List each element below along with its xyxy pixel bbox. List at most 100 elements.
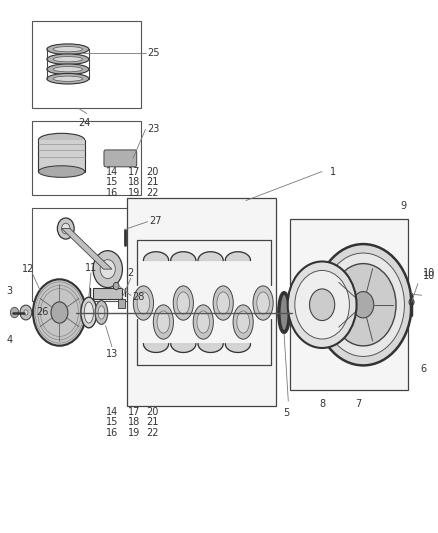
Text: 22: 22 xyxy=(146,188,159,198)
Circle shape xyxy=(24,310,28,315)
Text: 16: 16 xyxy=(106,188,118,198)
Ellipse shape xyxy=(173,286,194,320)
Bar xyxy=(39,140,85,172)
Ellipse shape xyxy=(257,292,269,314)
Text: 18: 18 xyxy=(128,417,140,427)
Text: 16: 16 xyxy=(106,427,118,438)
Polygon shape xyxy=(225,344,251,352)
Ellipse shape xyxy=(279,293,290,332)
Ellipse shape xyxy=(137,292,150,314)
Bar xyxy=(32,122,141,195)
Bar xyxy=(118,299,124,308)
Bar xyxy=(32,208,141,301)
Polygon shape xyxy=(143,344,169,352)
Circle shape xyxy=(295,270,350,339)
Polygon shape xyxy=(171,252,196,261)
Text: 24: 24 xyxy=(78,118,91,128)
Ellipse shape xyxy=(39,133,85,147)
FancyBboxPatch shape xyxy=(104,150,137,167)
Text: 3: 3 xyxy=(6,286,12,296)
Text: 12: 12 xyxy=(22,264,34,274)
Text: 8: 8 xyxy=(319,399,325,409)
Text: 14: 14 xyxy=(106,407,118,417)
Ellipse shape xyxy=(153,305,173,339)
Text: 21: 21 xyxy=(146,417,159,427)
Ellipse shape xyxy=(193,305,213,339)
Text: 26: 26 xyxy=(36,308,49,317)
Ellipse shape xyxy=(197,311,209,333)
Ellipse shape xyxy=(213,286,233,320)
Circle shape xyxy=(310,289,335,320)
Circle shape xyxy=(51,302,68,323)
Ellipse shape xyxy=(133,286,153,320)
Text: 25: 25 xyxy=(148,48,160,58)
Text: 9: 9 xyxy=(400,201,406,211)
Text: 2: 2 xyxy=(128,268,134,278)
Text: 1: 1 xyxy=(330,166,336,176)
Ellipse shape xyxy=(47,54,89,64)
Circle shape xyxy=(331,264,396,346)
Polygon shape xyxy=(198,344,223,352)
Circle shape xyxy=(113,282,119,290)
Circle shape xyxy=(100,260,115,279)
Ellipse shape xyxy=(253,286,273,320)
Text: 4: 4 xyxy=(7,335,13,345)
Text: 6: 6 xyxy=(420,365,427,374)
Ellipse shape xyxy=(233,305,253,339)
Polygon shape xyxy=(198,252,223,261)
Ellipse shape xyxy=(217,292,230,314)
Circle shape xyxy=(288,262,357,348)
Text: 18: 18 xyxy=(128,177,140,187)
Ellipse shape xyxy=(53,76,82,82)
Text: 27: 27 xyxy=(149,216,161,225)
Text: 5: 5 xyxy=(283,408,290,417)
Circle shape xyxy=(62,223,70,234)
Text: 28: 28 xyxy=(132,292,145,302)
Ellipse shape xyxy=(177,292,190,314)
Text: 21: 21 xyxy=(146,177,159,187)
Ellipse shape xyxy=(157,311,170,333)
Ellipse shape xyxy=(53,56,82,62)
Polygon shape xyxy=(62,229,112,269)
Text: 11: 11 xyxy=(85,263,97,273)
Bar xyxy=(290,219,408,391)
Text: 14: 14 xyxy=(106,166,118,176)
Circle shape xyxy=(315,244,412,366)
Text: 10: 10 xyxy=(423,268,435,278)
Ellipse shape xyxy=(47,44,89,54)
Text: 17: 17 xyxy=(128,407,140,417)
Text: 15: 15 xyxy=(106,417,118,427)
Text: 13: 13 xyxy=(106,349,118,359)
Ellipse shape xyxy=(53,46,82,52)
Text: 19: 19 xyxy=(128,188,140,198)
Polygon shape xyxy=(225,252,251,261)
Circle shape xyxy=(57,218,74,239)
Text: 15: 15 xyxy=(106,177,118,187)
Ellipse shape xyxy=(39,166,85,177)
Circle shape xyxy=(33,279,86,346)
Text: 10: 10 xyxy=(423,271,435,281)
Polygon shape xyxy=(171,344,196,352)
Circle shape xyxy=(322,253,404,357)
Bar xyxy=(93,288,123,299)
Ellipse shape xyxy=(95,301,108,325)
Text: 20: 20 xyxy=(146,407,159,417)
Circle shape xyxy=(93,251,123,288)
Circle shape xyxy=(353,292,374,318)
Circle shape xyxy=(20,305,32,320)
Ellipse shape xyxy=(47,64,89,75)
Ellipse shape xyxy=(53,67,82,72)
Text: 22: 22 xyxy=(146,427,159,438)
Text: 7: 7 xyxy=(356,399,362,409)
Ellipse shape xyxy=(81,297,97,328)
Ellipse shape xyxy=(47,74,89,84)
Circle shape xyxy=(11,307,19,318)
Ellipse shape xyxy=(98,306,105,319)
Bar xyxy=(32,21,141,108)
Text: 23: 23 xyxy=(148,124,160,134)
Text: 19: 19 xyxy=(128,427,140,438)
Text: 20: 20 xyxy=(146,166,159,176)
Polygon shape xyxy=(143,252,169,261)
Ellipse shape xyxy=(84,302,93,323)
Text: 17: 17 xyxy=(128,166,140,176)
